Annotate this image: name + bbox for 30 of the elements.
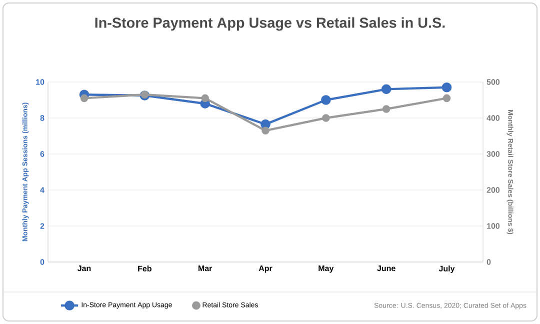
point [442, 94, 451, 102]
y-tick-label: 10 [36, 79, 44, 85]
chart-title: In-Store Payment App Usage vs Retail Sales in U.S. [95, 17, 445, 31]
x-tick-label: July [438, 266, 455, 273]
y2-tick-label: 300 [486, 151, 500, 157]
point [442, 82, 452, 92]
point [381, 84, 392, 94]
point [382, 105, 390, 113]
y2-tick-label: 0 [486, 259, 491, 265]
y2-tick-label: 200 [486, 187, 500, 193]
point [262, 126, 270, 135]
x-tick-label: June [377, 266, 396, 272]
y2-tick-label: 500 [486, 79, 500, 85]
y-tick-label: 4 [40, 187, 44, 193]
x-tick-label: Mar [198, 266, 212, 272]
x-tick-label: Jan [77, 266, 91, 272]
x-tick-label: May [318, 266, 334, 273]
y2-tick-label: 400 [486, 115, 500, 121]
x-tick-label: Feb [138, 266, 152, 272]
y-tick-label: 8 [40, 115, 44, 121]
y-tick-label: 0 [40, 259, 44, 265]
point [321, 95, 331, 105]
point [201, 94, 209, 102]
point [80, 94, 88, 102]
x-tick-label: Apr [258, 266, 272, 273]
y-tick-label: 2 [40, 223, 44, 229]
y2-tick-label: 100 [487, 223, 500, 229]
point [322, 114, 330, 122]
point [260, 119, 270, 130]
y-tick-label: 6 [40, 151, 44, 157]
